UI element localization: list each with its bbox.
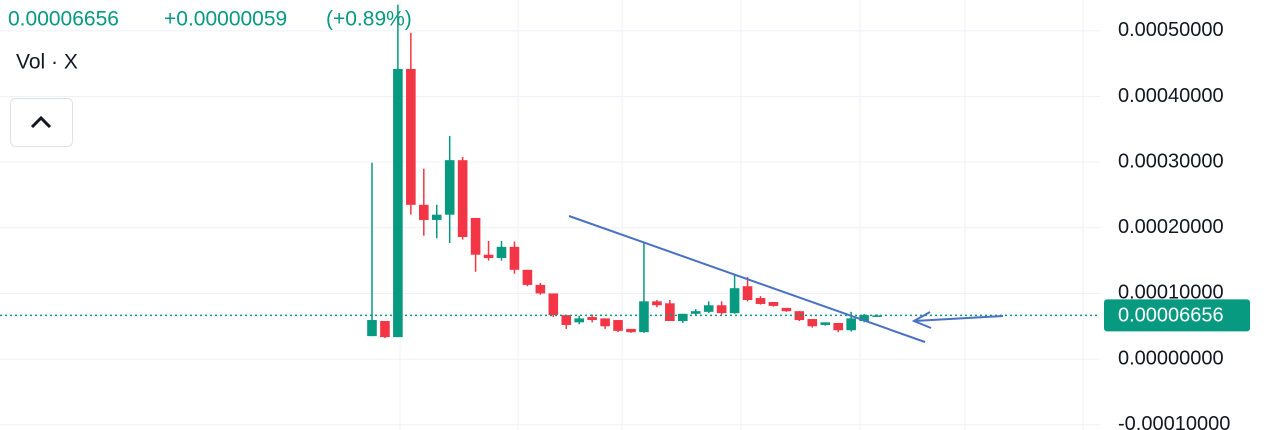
time-grid <box>399 0 1084 430</box>
y-tick-label: 0.00020000 <box>1118 216 1224 238</box>
candle-body <box>587 317 597 321</box>
candle-body <box>652 301 662 306</box>
candle-body <box>859 315 869 322</box>
button-frame[interactable] <box>10 98 73 147</box>
candle-body <box>431 214 442 220</box>
volume-label: Vol · X <box>16 51 78 74</box>
last-price-box <box>1104 299 1250 332</box>
candle-body <box>483 254 494 258</box>
candle-body <box>665 303 675 322</box>
y-tick-label: 0.00050000 <box>1118 19 1224 41</box>
header-change-pct: (+0.89%) <box>326 8 412 31</box>
candle-body <box>600 318 610 327</box>
y-tick-label: 0.00010000 <box>1118 282 1224 304</box>
candle-body <box>574 318 584 323</box>
candle-body <box>703 305 714 312</box>
candle-body <box>496 246 507 258</box>
candle-body <box>768 301 779 306</box>
candle-body <box>393 68 403 338</box>
candle-body <box>522 269 533 285</box>
candle-body <box>561 315 572 325</box>
candle-body <box>367 320 377 337</box>
candle-body <box>380 321 390 338</box>
grid <box>0 30 1100 426</box>
candle-body <box>820 322 831 325</box>
candle-body <box>729 288 740 314</box>
candle-body <box>872 315 882 317</box>
candles <box>367 4 882 339</box>
y-axis: 0.00050000 0.00040000 0.00030000 0.00020000… <box>1118 19 1230 430</box>
candle-body <box>716 305 727 314</box>
candle-body <box>419 204 429 220</box>
candle-body <box>742 286 753 301</box>
candle-body <box>807 319 818 327</box>
trend-line <box>568 215 926 343</box>
candle-body <box>794 311 805 321</box>
candle-body <box>406 68 416 205</box>
y-tick-label: 0.00040000 <box>1118 85 1224 107</box>
last-price-label: 0.00006656 <box>1118 305 1224 327</box>
y-tick-label: 0.00000000 <box>1118 347 1224 369</box>
candle-body <box>548 293 559 316</box>
candle-body <box>535 284 546 294</box>
candle-body <box>846 318 856 331</box>
y-tick-label: -0.00010000 <box>1118 413 1230 430</box>
candle-body <box>626 328 636 333</box>
arrow <box>911 311 1004 329</box>
header-price: 0.00006656 <box>8 8 119 31</box>
candle-body <box>781 307 792 312</box>
chevron-up[interactable] <box>30 115 52 129</box>
candle-body <box>613 320 623 331</box>
candle-body <box>678 313 688 322</box>
collapse-button[interactable] <box>10 98 73 147</box>
candle-body <box>509 246 520 270</box>
candle-body <box>755 298 766 304</box>
candle-body <box>457 160 468 237</box>
candle-body <box>690 311 701 314</box>
candle-body <box>639 301 649 333</box>
y-tick-label: 0.00030000 <box>1118 150 1224 172</box>
candle-body <box>833 322 843 331</box>
header-change: +0.00000059 <box>164 8 287 31</box>
candle-body <box>444 160 455 215</box>
candle-body <box>470 217 481 255</box>
